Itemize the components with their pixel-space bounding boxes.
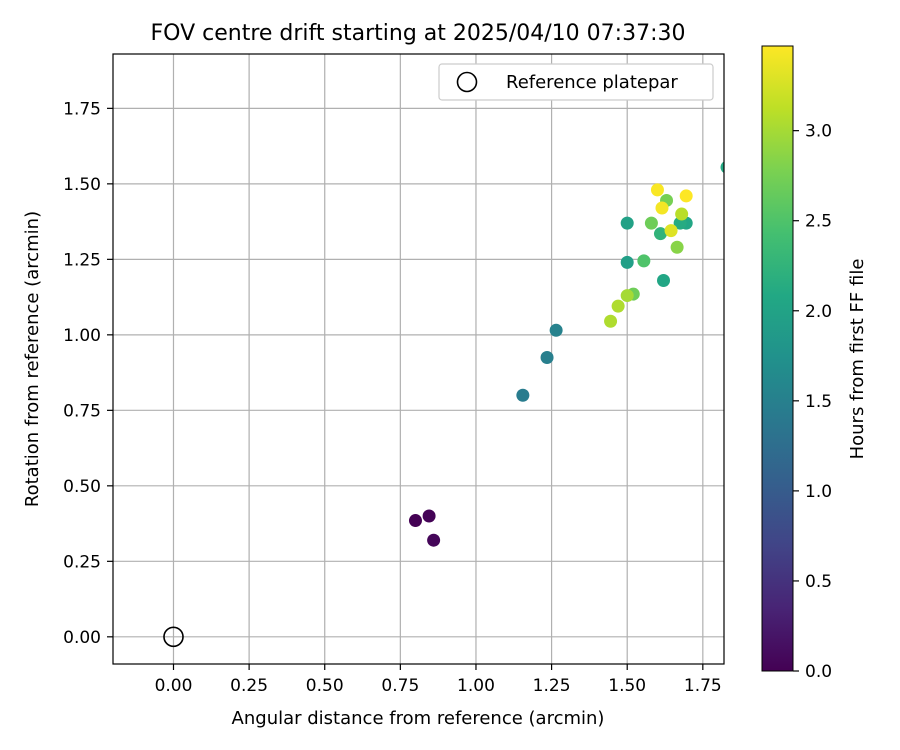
data-point [604,314,618,328]
x-axis-ticks: 0.00 0.25 0.50 0.75 1.00 1.25 1.50 1.75 [155,664,722,696]
y-tick-label: 1.75 [63,99,101,119]
colorbar-ticks: 0.0 0.5 1.0 1.5 2.0 2.5 3.0 [793,122,832,682]
data-point [655,201,669,215]
colorbar-tick-label: 1.0 [805,482,832,502]
y-tick-label: 1.50 [63,175,101,195]
data-point [664,224,678,238]
grid-lines [113,54,724,664]
y-tick-label: 0.25 [63,552,101,572]
plot-frame [112,53,725,665]
y-tick-label: 0.00 [63,628,101,648]
data-point [679,189,693,203]
x-tick-label: 0.25 [230,676,268,696]
x-tick-label: 0.75 [381,676,419,696]
chart-title: FOV centre drift starting at 2025/04/10 … [151,21,686,46]
x-tick-label: 1.75 [684,676,722,696]
y-axis-label: Rotation from reference (arcmin) [22,211,43,507]
data-point [650,183,664,197]
y-tick-label: 0.75 [63,401,101,421]
colorbar-tick-label: 0.5 [805,572,832,592]
x-tick-label: 0.00 [155,676,193,696]
data-point [644,216,658,230]
reference-platepar-marker [163,626,184,648]
data-point [670,240,684,254]
data-point [611,299,625,313]
data-point [408,514,422,528]
x-tick-label: 1.25 [533,676,571,696]
x-tick-label: 0.50 [306,676,344,696]
legend: Reference platepar [438,63,714,101]
data-point [720,161,724,173]
data-point [549,323,563,337]
y-axis-ticks: 0.00 0.25 0.50 0.75 1.00 1.25 1.50 1.75 [63,99,113,648]
data-point [620,216,634,230]
data-point [637,254,651,268]
legend-marker-icon [456,71,478,93]
data-point [657,273,671,287]
colorbar: 0.0 0.5 1.0 1.5 2.0 2.5 3.0 Hours from first F… [761,45,868,682]
colorbar-tick-label: 2.0 [805,302,832,322]
colorbar-label: Hours from first FF file [847,259,868,460]
y-tick-label: 1.00 [63,326,101,346]
x-tick-label: 1.00 [457,676,495,696]
data-point [653,227,667,241]
x-axis-label: Angular distance from reference (arcmin) [232,708,605,729]
y-tick-label: 1.25 [63,250,101,270]
data-point [540,350,554,364]
data-point [620,289,634,303]
colorbar-tick-label: 2.5 [805,212,832,232]
data-point [620,255,634,269]
data-point [516,388,530,402]
data-points [408,161,724,547]
x-tick-label: 1.50 [608,676,646,696]
data-point [422,509,436,523]
colorbar-tick-label: 3.0 [805,122,832,142]
y-tick-label: 0.50 [63,477,101,497]
data-point [675,207,689,221]
legend-box [438,63,714,101]
legend-entry-label: Reference platepar [506,72,678,93]
colorbar-tick-label: 1.5 [805,392,832,412]
data-point [427,533,441,547]
colorbar-tick-label: 0.0 [805,662,832,682]
colorbar-gradient [761,45,794,672]
